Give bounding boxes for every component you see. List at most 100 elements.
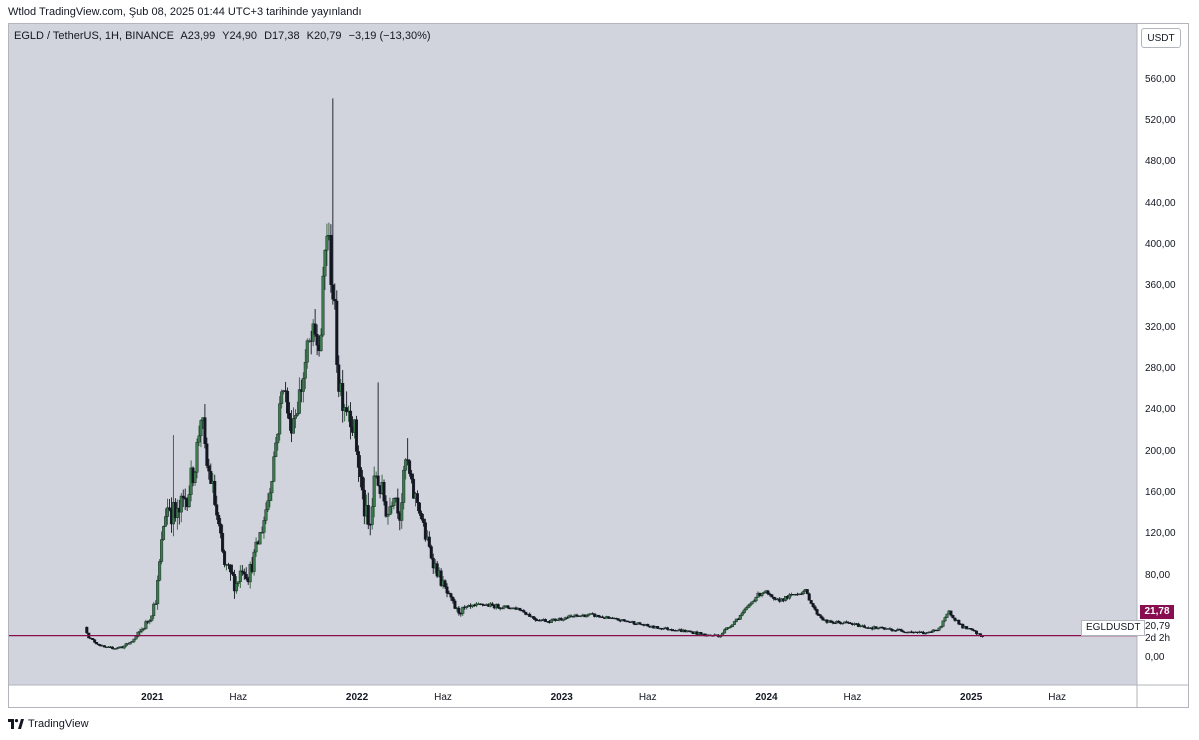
candle-body <box>435 563 439 577</box>
candle-body <box>122 645 126 649</box>
candle <box>480 603 484 607</box>
candle <box>675 630 679 632</box>
candle <box>443 579 447 589</box>
candle-body <box>152 603 156 616</box>
candle-body <box>165 507 169 517</box>
candle-body <box>341 383 345 411</box>
candle-body <box>876 628 880 630</box>
candle-body <box>376 475 380 486</box>
candle-body <box>254 541 258 553</box>
candle <box>232 569 236 599</box>
candle-body <box>333 299 337 302</box>
candle <box>406 438 410 466</box>
candle-body <box>390 505 394 507</box>
candle-body <box>193 472 197 483</box>
candle <box>244 567 248 581</box>
candle <box>234 576 238 594</box>
candle <box>323 249 327 291</box>
candle-body <box>209 470 213 484</box>
candle-body <box>150 615 154 621</box>
plot-area[interactable] <box>9 24 1137 685</box>
candle-body <box>305 340 309 363</box>
candle <box>831 620 835 625</box>
candle-body <box>97 643 101 646</box>
candle <box>559 617 563 621</box>
candle-body <box>443 580 447 588</box>
currency-button[interactable]: USDT <box>1141 28 1181 48</box>
candle-body <box>325 235 329 251</box>
candle <box>921 630 925 635</box>
candle <box>461 606 465 617</box>
candle-body <box>427 536 431 547</box>
candle <box>601 615 605 618</box>
candle-body <box>969 628 973 630</box>
candle-body <box>949 610 953 616</box>
candle-body <box>725 627 729 631</box>
candle <box>421 513 425 527</box>
candle-body <box>569 615 573 617</box>
candle-body <box>746 605 750 608</box>
candle <box>900 628 904 632</box>
price-tick-label: 320,00 <box>1145 321 1176 333</box>
candle <box>862 624 866 628</box>
candle-body <box>744 607 748 611</box>
candle-body <box>567 615 571 619</box>
candle <box>349 402 353 440</box>
candle-body <box>646 624 650 627</box>
candle <box>93 639 97 644</box>
candle-body <box>408 460 412 474</box>
candle-body <box>601 616 605 618</box>
candle-body <box>902 631 906 633</box>
candle <box>382 479 386 506</box>
candle-body <box>158 561 162 581</box>
candle <box>270 480 274 502</box>
candle-body <box>457 607 461 614</box>
candle <box>276 433 280 451</box>
candle <box>236 581 240 587</box>
candle-body <box>213 480 217 505</box>
candle <box>142 627 146 631</box>
legend-symbol: EGLD / TetherUS, 1H, BINANCE <box>14 30 174 42</box>
candle-body <box>128 642 132 645</box>
legend-close: K20,79 <box>306 30 342 42</box>
candle <box>179 493 183 523</box>
candle-body <box>727 627 731 629</box>
candle <box>817 613 821 616</box>
candle <box>949 610 953 617</box>
candle <box>923 632 927 635</box>
candle-body <box>301 378 305 392</box>
candle <box>187 485 191 508</box>
candle <box>85 626 89 634</box>
candle <box>687 630 691 632</box>
candle <box>132 638 136 644</box>
candle-body <box>315 334 319 346</box>
candle-body <box>518 607 522 611</box>
candle <box>254 537 258 557</box>
candle-body <box>587 613 591 616</box>
candle <box>841 622 845 625</box>
candle <box>384 495 388 518</box>
candle <box>555 619 559 621</box>
candle-body <box>116 647 120 649</box>
candle <box>524 611 528 616</box>
candle-body <box>445 586 449 594</box>
candle <box>969 628 973 630</box>
candle <box>943 616 947 623</box>
candle <box>565 616 569 619</box>
candle-body <box>345 407 349 413</box>
candle <box>417 502 421 516</box>
price-tick-label: 520,00 <box>1145 115 1176 127</box>
candle-body <box>748 603 752 606</box>
candle-body <box>597 614 601 617</box>
candle <box>252 549 256 576</box>
candle <box>821 616 825 621</box>
candle-body <box>626 620 630 623</box>
candle <box>953 617 957 622</box>
candle-body <box>585 615 589 618</box>
time-tick-label: Haz <box>434 692 452 703</box>
candle <box>723 628 727 634</box>
candle <box>744 606 748 611</box>
candle-body <box>921 632 925 635</box>
candle <box>228 564 232 581</box>
